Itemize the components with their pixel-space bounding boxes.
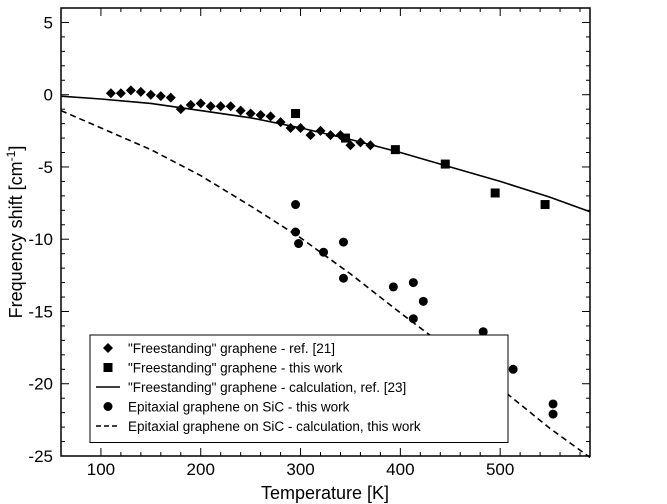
series-0-point: [235, 105, 246, 116]
series-0-point: [245, 108, 256, 119]
series-0-point: [175, 104, 186, 115]
legend-label-4: Epitaxial graphene on SiC - calculation,…: [128, 419, 421, 434]
series-1-point: [490, 188, 500, 198]
series-0-point: [115, 88, 126, 99]
series-3-point: [291, 227, 301, 237]
series-0-point: [225, 101, 236, 112]
legend-label-1: "Freestanding" graphene - this work: [128, 361, 343, 376]
y-tick-label: -25: [28, 447, 53, 466]
series-0-point: [355, 137, 366, 148]
x-axis-label: Temperature [K]: [261, 483, 389, 503]
y-axis-label-close: ]: [6, 146, 26, 151]
series-3-point: [338, 273, 348, 283]
series-1-point: [540, 200, 550, 210]
markers-layer: [105, 85, 558, 419]
series-2-line: [60, 95, 591, 213]
series-3-point: [418, 296, 428, 306]
ticks-layer: 100 200 300 400 500 5 0 -5 -10 -15 -20 -25: [28, 7, 590, 479]
y-tick-label: -20: [28, 375, 53, 394]
series-0-point: [295, 122, 306, 133]
legend-label-0: "Freestanding" graphene - ref. [21]: [128, 341, 335, 356]
y-tick-label: -10: [28, 230, 53, 249]
series-3-point: [319, 247, 329, 257]
series-3-point: [478, 327, 488, 337]
series-0-point: [215, 101, 226, 112]
series-1-point: [390, 145, 400, 155]
series-0-point: [195, 98, 206, 109]
series-0-point: [275, 117, 286, 128]
y-tick-label: -5: [38, 158, 53, 177]
y-axis-label: Frequency shift [cm-1]: [4, 146, 26, 319]
series-0-point: [165, 92, 176, 103]
series-1-point: [440, 159, 450, 169]
series-0-point: [105, 88, 116, 99]
series-3-point: [508, 364, 518, 374]
legend-label-2: "Freestanding" graphene - calculation, r…: [128, 380, 406, 395]
series-1-point: [340, 133, 350, 143]
legend-label-3: Epitaxial graphene on SiC - this work: [128, 400, 350, 415]
series-3-point: [338, 237, 348, 247]
x-tick-label: 500: [486, 460, 514, 479]
y-axis-label-main: Frequency shift [cm: [6, 161, 26, 318]
y-tick-label: 0: [44, 86, 53, 105]
series-0-point: [345, 140, 356, 151]
series-3-point: [548, 399, 558, 409]
series-3-point: [291, 200, 301, 210]
legend-marker-1: [103, 363, 113, 372]
x-tick-label: 400: [386, 460, 414, 479]
series-3-point: [408, 278, 418, 288]
series-0-point: [365, 140, 376, 151]
legend: "Freestanding" graphene - ref. [21] "Free…: [89, 334, 509, 443]
y-axis-label-sup: -1: [4, 150, 18, 161]
series-3-point: [294, 239, 304, 249]
series-0-point: [135, 86, 146, 97]
series-3-point: [548, 409, 558, 419]
legend-marker-3: [103, 402, 113, 411]
x-tick-label: 300: [286, 460, 314, 479]
series-3-point: [408, 314, 418, 324]
y-tick-label: -15: [28, 302, 53, 321]
series-0-point: [305, 130, 316, 141]
series-0-point: [285, 122, 296, 133]
x-tick-label: 100: [87, 460, 115, 479]
series-0-point: [145, 89, 156, 100]
series-1-point: [291, 108, 301, 118]
series-0-point: [315, 125, 326, 136]
series-3-point: [388, 282, 398, 292]
x-tick-label: 200: [187, 460, 215, 479]
legend-marker-0: [103, 343, 113, 353]
legend-box: [89, 334, 509, 443]
series-0-point: [325, 130, 336, 141]
series-0-point: [155, 91, 166, 102]
series-0-point: [125, 85, 136, 96]
series-0-point: [255, 109, 266, 120]
y-tick-label: 5: [44, 13, 53, 32]
series-0-point: [265, 111, 276, 122]
series-0-point: [205, 101, 216, 112]
series-0-point: [185, 99, 196, 110]
